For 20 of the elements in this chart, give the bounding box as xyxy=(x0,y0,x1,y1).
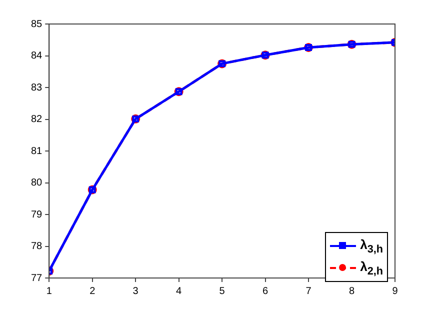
legend-label: λ$_{2,h}$ xyxy=(360,258,383,278)
y-tick-label: 82 xyxy=(31,114,43,125)
x-tick-label: 5 xyxy=(219,286,226,297)
x-tick-label: 1 xyxy=(46,286,52,297)
y-tick-label: 83 xyxy=(31,82,43,94)
x-tick-label: 7 xyxy=(306,286,312,297)
x-tick-label: 8 xyxy=(348,286,355,297)
y-tick-label: 80 xyxy=(31,178,43,188)
y-tick-label: 78 xyxy=(31,241,43,252)
x-tick-label: 2 xyxy=(90,286,96,297)
y-tick-label: 77 xyxy=(31,272,43,284)
y-tick-label: 85 xyxy=(31,18,43,30)
legend-label: λ$_{3,h}$ xyxy=(360,236,383,256)
x-tick-label: 3 xyxy=(132,286,139,297)
x-tick-label: 4 xyxy=(176,286,182,297)
y-tick-label: 81 xyxy=(31,146,43,157)
y-tick-label: 79 xyxy=(31,209,43,220)
y-tick-label: 84 xyxy=(31,50,43,62)
x-tick-label: 9 xyxy=(392,286,398,297)
x-tick-label: 6 xyxy=(262,286,269,297)
